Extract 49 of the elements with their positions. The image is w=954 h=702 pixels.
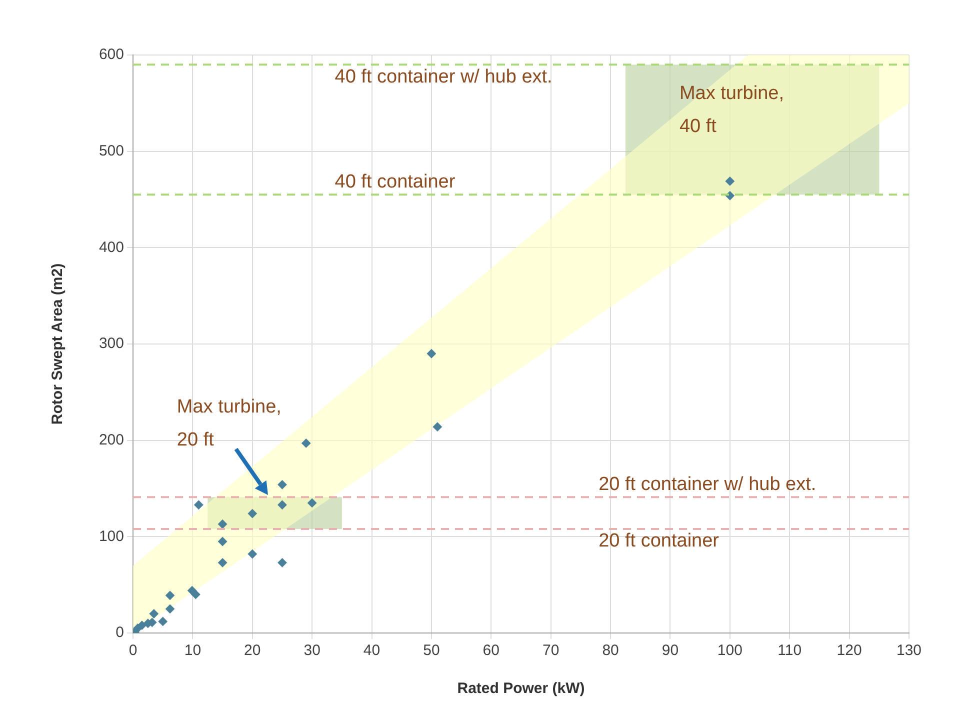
point: [426, 349, 436, 358]
point: [166, 590, 175, 600]
annotation: Max turbine, 40 ft: [679, 82, 784, 137]
ref-line-label: 40 ft container w/ hub ext.: [334, 66, 552, 88]
point: [191, 590, 200, 599]
ref-line-label: 20 ft container w/ hub ext.: [598, 474, 816, 495]
point: [218, 520, 228, 529]
point: [432, 422, 442, 432]
x-tick-label: 130: [896, 642, 922, 660]
point: [218, 536, 228, 546]
point: [149, 609, 158, 618]
ref-line-label: 40 ft container: [334, 171, 456, 192]
x-tick-label: 70: [542, 642, 560, 660]
point: [308, 498, 317, 508]
y-axis-title: Rotor Swept Area (m2): [49, 263, 66, 425]
x-tick-label: 110: [778, 642, 802, 660]
x-tick-label: 100: [717, 642, 742, 660]
point: [158, 616, 168, 626]
x-tick-label: 30: [304, 642, 320, 660]
point: [725, 176, 734, 186]
x-tick-label: 50: [423, 642, 440, 660]
x-axis-title: Rated Power (kW): [457, 680, 585, 698]
point: [166, 604, 175, 614]
x-tick-label: 60: [482, 642, 500, 660]
x-tick-label: 10: [184, 642, 202, 660]
ref-line-label: 20 ft container: [598, 530, 720, 552]
y-tick-label: 400: [98, 238, 124, 256]
y-tick-label: 300: [98, 335, 124, 352]
point: [194, 500, 204, 510]
x-tick-label: 0: [128, 642, 138, 660]
point: [248, 509, 257, 518]
x-tick-label: 120: [836, 642, 862, 660]
x-tick-label: 40: [363, 642, 380, 660]
y-tick-label: 0: [116, 624, 124, 642]
y-tick-label: 600: [98, 46, 124, 64]
x-tick-label: 90: [662, 642, 679, 660]
point: [278, 558, 287, 568]
point: [278, 480, 287, 490]
x-tick-label: 80: [602, 642, 619, 660]
point: [137, 620, 146, 630]
y-tick-label: 200: [98, 431, 124, 448]
point: [278, 500, 287, 510]
x-tick-label: 20: [244, 642, 261, 660]
y-tick-label: 500: [98, 142, 124, 160]
point: [248, 550, 257, 559]
annotation: Max turbine, 20 ft: [176, 396, 282, 450]
point: [218, 558, 228, 568]
point: [302, 438, 311, 448]
y-tick-label: 100: [98, 528, 124, 545]
